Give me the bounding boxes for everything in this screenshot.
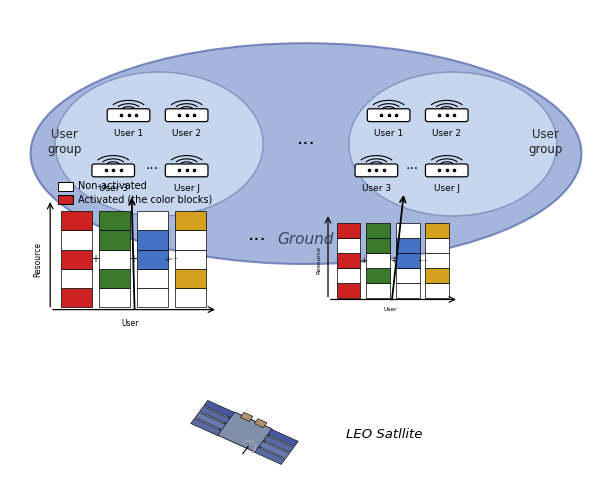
Bar: [137, 269, 168, 288]
Text: User 1: User 1: [374, 129, 403, 138]
Bar: [255, 419, 267, 428]
Bar: [366, 223, 390, 238]
Text: User: User: [383, 307, 397, 312]
Bar: [58, 195, 73, 204]
Bar: [175, 230, 206, 250]
Bar: [396, 268, 420, 283]
Bar: [99, 269, 130, 288]
Text: Non-activated: Non-activated: [78, 181, 147, 191]
Text: +: +: [129, 254, 138, 264]
Text: LEO Satllite: LEO Satllite: [346, 428, 422, 441]
Bar: [425, 283, 449, 298]
Bar: [195, 412, 226, 430]
Bar: [425, 238, 449, 252]
Bar: [204, 400, 234, 418]
Bar: [99, 288, 130, 307]
Bar: [366, 252, 390, 268]
FancyBboxPatch shape: [425, 164, 468, 177]
FancyBboxPatch shape: [355, 164, 398, 177]
Bar: [337, 283, 360, 298]
Bar: [61, 250, 92, 269]
Text: User
group: User group: [47, 128, 81, 156]
Text: User
group: User group: [529, 128, 563, 156]
FancyBboxPatch shape: [165, 164, 208, 177]
Bar: [337, 238, 360, 252]
Ellipse shape: [349, 72, 557, 216]
Bar: [61, 288, 92, 307]
Text: User J: User J: [434, 184, 460, 193]
Text: Resource: Resource: [316, 246, 321, 274]
Bar: [99, 230, 130, 250]
Bar: [259, 441, 289, 458]
Bar: [366, 283, 390, 298]
Bar: [337, 268, 360, 283]
Bar: [263, 435, 294, 453]
Text: User 1: User 1: [114, 129, 143, 138]
Text: ···: ···: [145, 162, 159, 177]
Bar: [137, 211, 168, 230]
Text: User 2: User 2: [432, 129, 461, 138]
FancyBboxPatch shape: [367, 109, 410, 121]
Bar: [137, 230, 168, 250]
Text: +: +: [360, 256, 367, 264]
Bar: [366, 268, 390, 283]
Bar: [337, 252, 360, 268]
Bar: [425, 223, 449, 238]
Bar: [175, 250, 206, 269]
Bar: [99, 211, 130, 230]
Text: User: User: [121, 319, 138, 328]
Bar: [396, 238, 420, 252]
Ellipse shape: [55, 72, 263, 216]
Text: +···: +···: [165, 255, 178, 264]
Bar: [268, 429, 298, 446]
Text: +: +: [390, 256, 396, 264]
Bar: [396, 223, 420, 238]
Bar: [191, 419, 221, 435]
Bar: [175, 269, 206, 288]
Bar: [425, 252, 449, 268]
Bar: [61, 230, 92, 250]
Bar: [99, 250, 130, 269]
FancyBboxPatch shape: [165, 109, 208, 121]
Bar: [175, 211, 206, 230]
Bar: [425, 268, 449, 283]
Text: User J: User J: [174, 184, 200, 193]
FancyBboxPatch shape: [425, 109, 468, 121]
Text: ···: ···: [297, 134, 315, 154]
Bar: [61, 269, 92, 288]
Bar: [200, 407, 230, 424]
Text: +: +: [91, 254, 100, 264]
Bar: [175, 288, 206, 307]
Bar: [137, 250, 168, 269]
Bar: [137, 288, 168, 307]
Ellipse shape: [31, 43, 581, 264]
Text: Resource: Resource: [34, 242, 42, 276]
Text: User 2: User 2: [172, 129, 201, 138]
FancyBboxPatch shape: [92, 164, 135, 177]
Bar: [396, 252, 420, 268]
Bar: [61, 211, 92, 230]
Bar: [396, 283, 420, 298]
Text: +···: +···: [417, 258, 428, 263]
Text: ···: ···: [406, 162, 419, 177]
FancyBboxPatch shape: [107, 109, 150, 121]
Text: User 3: User 3: [362, 184, 391, 193]
Text: Ground: Ground: [278, 232, 334, 248]
FancyBboxPatch shape: [217, 412, 272, 452]
Bar: [58, 182, 73, 191]
Text: Activated (the color blocks): Activated (the color blocks): [78, 195, 212, 204]
Text: User 3: User 3: [99, 184, 128, 193]
Bar: [255, 447, 285, 465]
Bar: [337, 223, 360, 238]
Bar: [241, 412, 253, 421]
Bar: [366, 238, 390, 252]
Text: ···: ···: [248, 230, 266, 250]
